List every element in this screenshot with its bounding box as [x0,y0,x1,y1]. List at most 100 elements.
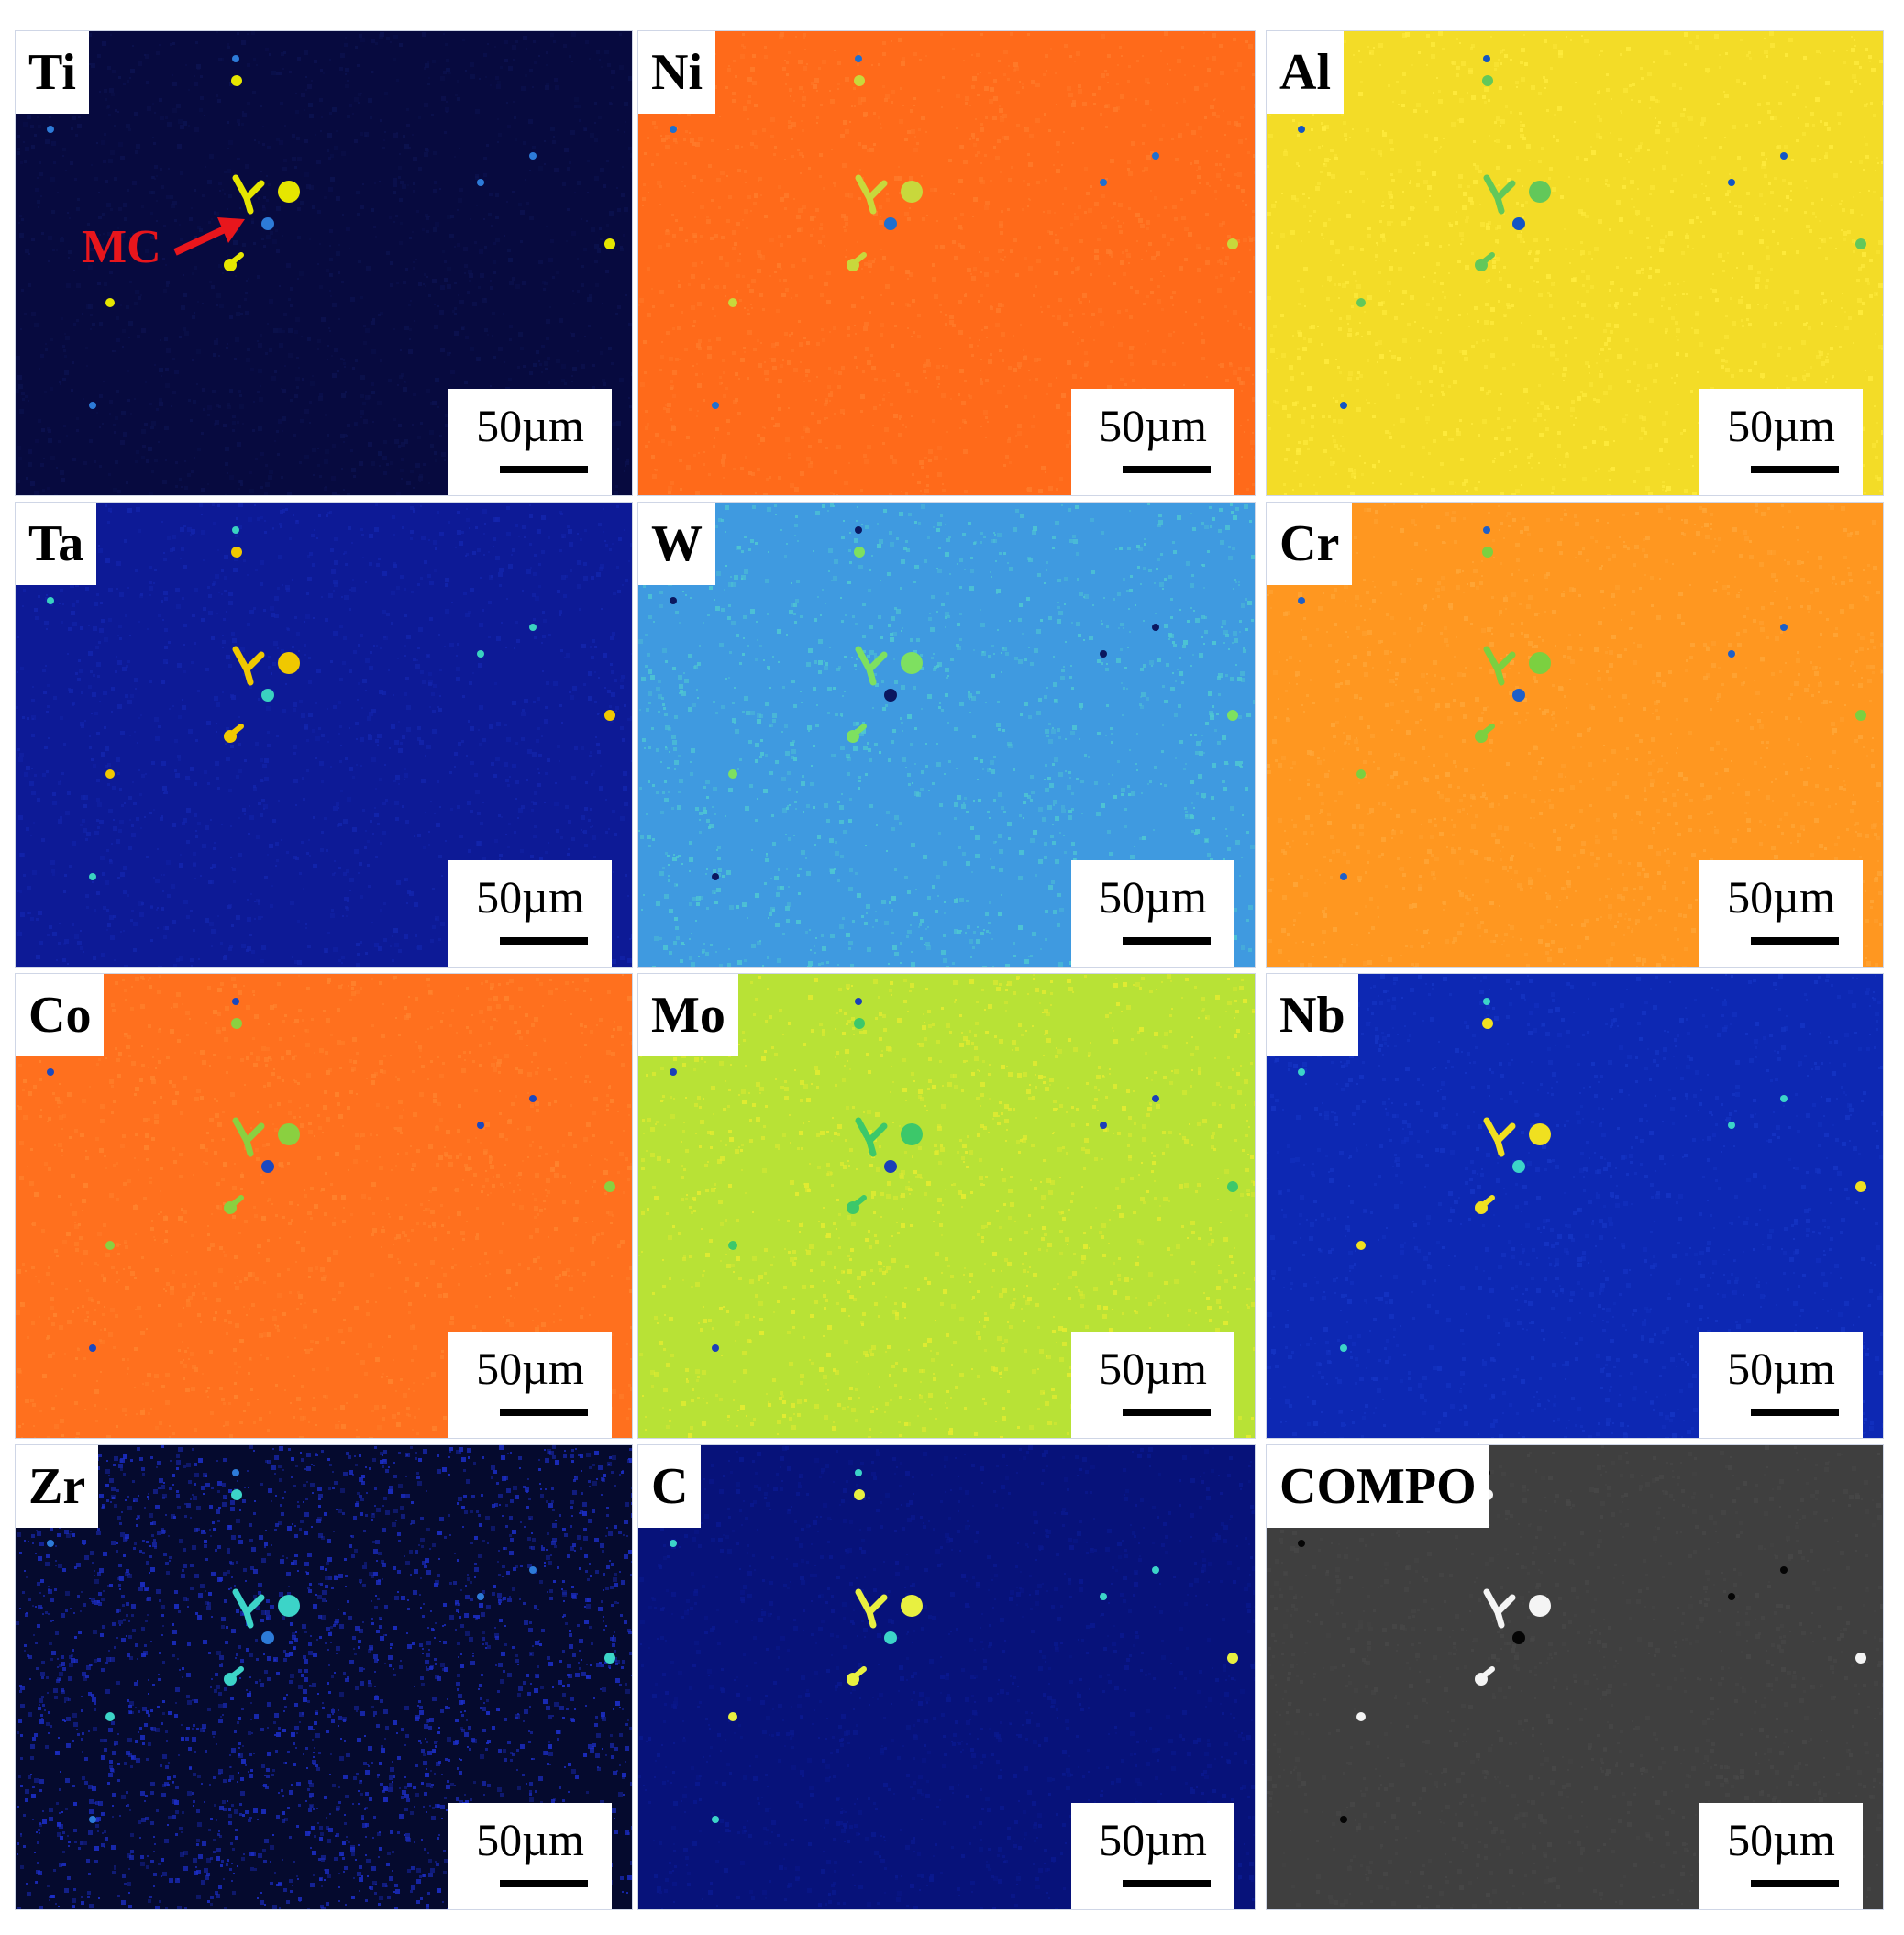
mc-carbide [855,646,888,686]
particle [278,652,300,674]
particle [1356,769,1366,779]
particle [1512,217,1525,230]
particle [1227,710,1238,721]
particle [728,1241,737,1250]
mc-carbide [855,1588,888,1629]
particle [884,217,897,230]
carbide-streak [1480,724,1495,736]
scale-bar-label: 50µm [476,1343,584,1394]
carbide-particles [670,55,1238,409]
mc-carbide [232,646,265,686]
scale-bar-label: 50µm [1099,1814,1207,1865]
map-panel-co: Co 50µm [15,973,633,1439]
particle [1340,873,1347,880]
scale-bar-line [1123,1880,1211,1887]
map-panel-nb: Nb 50µm [1266,973,1884,1439]
particle [1780,1095,1788,1102]
particle [728,1712,737,1721]
element-map-image [638,974,1255,1438]
particle [854,75,865,86]
particle [884,1631,897,1644]
particle [529,1566,537,1574]
particle [1298,1540,1305,1547]
particle [231,1018,242,1029]
particle [261,1160,274,1173]
carbide-particles [1298,55,1866,409]
particle [1340,1344,1347,1352]
carbide-streak [229,724,244,736]
map-panel-cr: Cr 50µm [1266,502,1884,968]
carbide-particles [47,55,615,409]
particle [232,998,239,1005]
particle [901,652,923,674]
mc-carbide [232,174,265,215]
particle [604,1181,615,1192]
element-label: Mo [638,974,738,1056]
particle [670,1540,677,1547]
scale-bar: 50µm [1071,1332,1234,1438]
particle [1100,1593,1107,1600]
particle [1152,1566,1159,1574]
particle [261,689,274,702]
element-map-image [16,974,632,1438]
particle [261,217,274,230]
scale-bar: 50µm [448,860,612,967]
scale-bar-line [1123,1409,1211,1416]
scale-bar-label: 50µm [476,1814,584,1865]
element-label: Ta [16,503,97,585]
scale-bar-line [1123,466,1211,473]
map-panel-zr: Zr 50µm [15,1444,633,1910]
particle [670,1068,677,1076]
carbide-streak [852,1195,867,1208]
particle [1529,1595,1551,1617]
particle [1482,75,1493,86]
carbide-streak [852,724,867,736]
mc-carbide [1483,646,1516,686]
particle [604,238,615,249]
particle [1728,650,1735,658]
element-label: Ni [638,31,715,114]
particle [477,1122,484,1129]
element-label: C [638,1445,702,1528]
particle [89,402,96,409]
particle [89,1816,96,1823]
scale-bar: 50µm [1071,389,1234,495]
particle [1227,1181,1238,1192]
particle [1356,298,1366,307]
scale-bar-label: 50µm [1727,1814,1835,1865]
particle [1100,650,1107,658]
particle [232,1469,239,1476]
particle [278,181,300,203]
particle [47,597,54,604]
particle [105,1241,115,1250]
particle [1227,1653,1238,1664]
element-label: Ti [16,31,89,114]
scale-bar-label: 50µm [476,871,584,923]
carbide-streak [852,1666,867,1679]
particle [1340,402,1347,409]
mc-carbide [1483,1588,1516,1629]
scale-bar: 50µm [448,1332,612,1438]
particle [1298,1068,1305,1076]
particle [1483,998,1490,1005]
scale-bar: 50µm [1699,860,1863,967]
map-noise-texture [16,1445,632,1909]
scale-bar-line [500,1409,588,1416]
scale-bar: 50µm [1699,1803,1863,1909]
scale-bar-line [1751,937,1839,945]
particle [1728,1593,1735,1600]
particle [1152,152,1159,160]
particle [89,1344,96,1352]
particle [901,1595,923,1617]
map-panel-ti: Ti 50µm MC [15,30,633,496]
particle [477,650,484,658]
particle [477,179,484,186]
carbide-particles [1298,526,1866,880]
particle [1152,1095,1159,1102]
particle [231,1489,242,1500]
particle [477,1593,484,1600]
mc-carbide [1483,174,1516,215]
particle [1356,1712,1366,1721]
particle [1529,181,1551,203]
particle [1100,1122,1107,1129]
